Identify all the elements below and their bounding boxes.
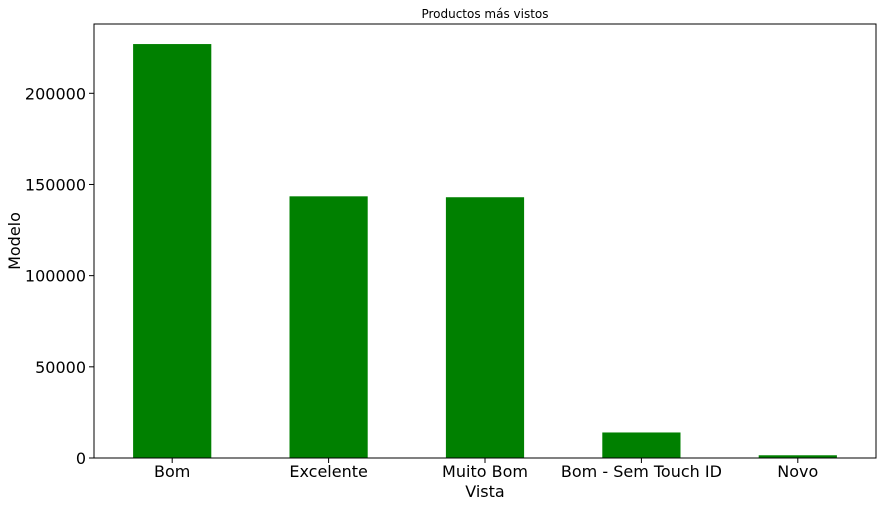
x-tick-label-0: Bom (154, 462, 190, 481)
bar-3 (602, 432, 681, 458)
y-tick-label-1: 50000 (35, 358, 86, 377)
chart-title: Productos más vistos (421, 7, 548, 21)
y-tick-label-2: 100000 (25, 267, 86, 286)
y-axis: 0 50000 100000 150000 200000 (25, 84, 94, 468)
y-axis-title: Modelo (5, 212, 24, 270)
bar-0 (133, 44, 212, 458)
y-tick-label-3: 150000 (25, 175, 86, 194)
plot-frame (93, 23, 877, 459)
y-tick-label-4: 200000 (25, 84, 86, 103)
x-tick-label-2: Muito Bom (442, 462, 528, 481)
x-axis-title: Vista (465, 482, 504, 501)
x-axis: Bom Excelente Muito Bom Bom - Sem Touch ID N… (154, 458, 818, 481)
y-tick-label-0: 0 (76, 449, 86, 468)
bars-group (133, 44, 837, 458)
x-tick-label-1: Excelente (289, 462, 367, 481)
bar-4 (758, 455, 837, 458)
bar-2 (445, 197, 525, 458)
bar-1 (289, 196, 368, 458)
x-tick-label-4: Novo (777, 462, 818, 481)
x-tick-label-3: Bom - Sem Touch ID (561, 462, 722, 481)
